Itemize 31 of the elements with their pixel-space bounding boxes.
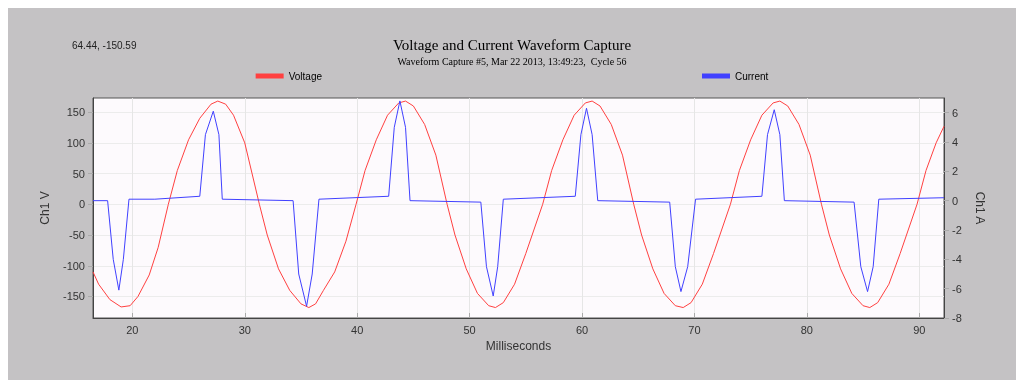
y2-tick-label: 0 [952,194,959,207]
y-axis-title: Ch1 V [38,191,52,225]
legend-label: Current [735,70,769,82]
x-axis-title: Milliseconds [485,338,552,353]
y2-tick-label: 6 [952,106,959,119]
y2-tick-label: 2 [952,165,959,178]
text: 64.44, -150.59 [72,39,137,51]
y-tick-label: 150 [66,106,85,119]
chart-title: Voltage and Current Waveform Capture [392,36,632,53]
x-tick-label: 20 [126,323,139,336]
x-tick-label: 70 [688,323,701,336]
x-tick-label: 90 [913,323,926,336]
y2-tick-label: -6 [952,282,962,295]
y2-tick-label: -2 [952,224,962,236]
x-tick-label: 80 [800,323,813,336]
legend-label: Voltage [288,70,323,82]
chart-subtitle: Waveform Capture #5, Mar 22 2013, 13:49:23, Cycle 56 [397,55,627,67]
x-tick-label: 50 [463,323,476,336]
y2-tick-label: -4 [952,253,962,266]
x-tick-label: 30 [238,323,251,336]
y-tick-label: -150 [62,290,85,303]
y2-tick-label: -8 [952,312,962,324]
y-tick-label: 50 [72,167,85,180]
y2-tick-label: 4 [952,136,959,148]
x-tick-label: 60 [575,323,589,336]
y2-axis-title: Ch1 A [973,191,987,225]
x-tick-label: 40 [351,323,364,336]
y-tick-label: -50 [69,229,85,242]
y-tick-label: -100 [62,259,85,272]
y-tick-label: 100 [66,136,85,149]
y-tick-label: 0 [78,198,85,211]
